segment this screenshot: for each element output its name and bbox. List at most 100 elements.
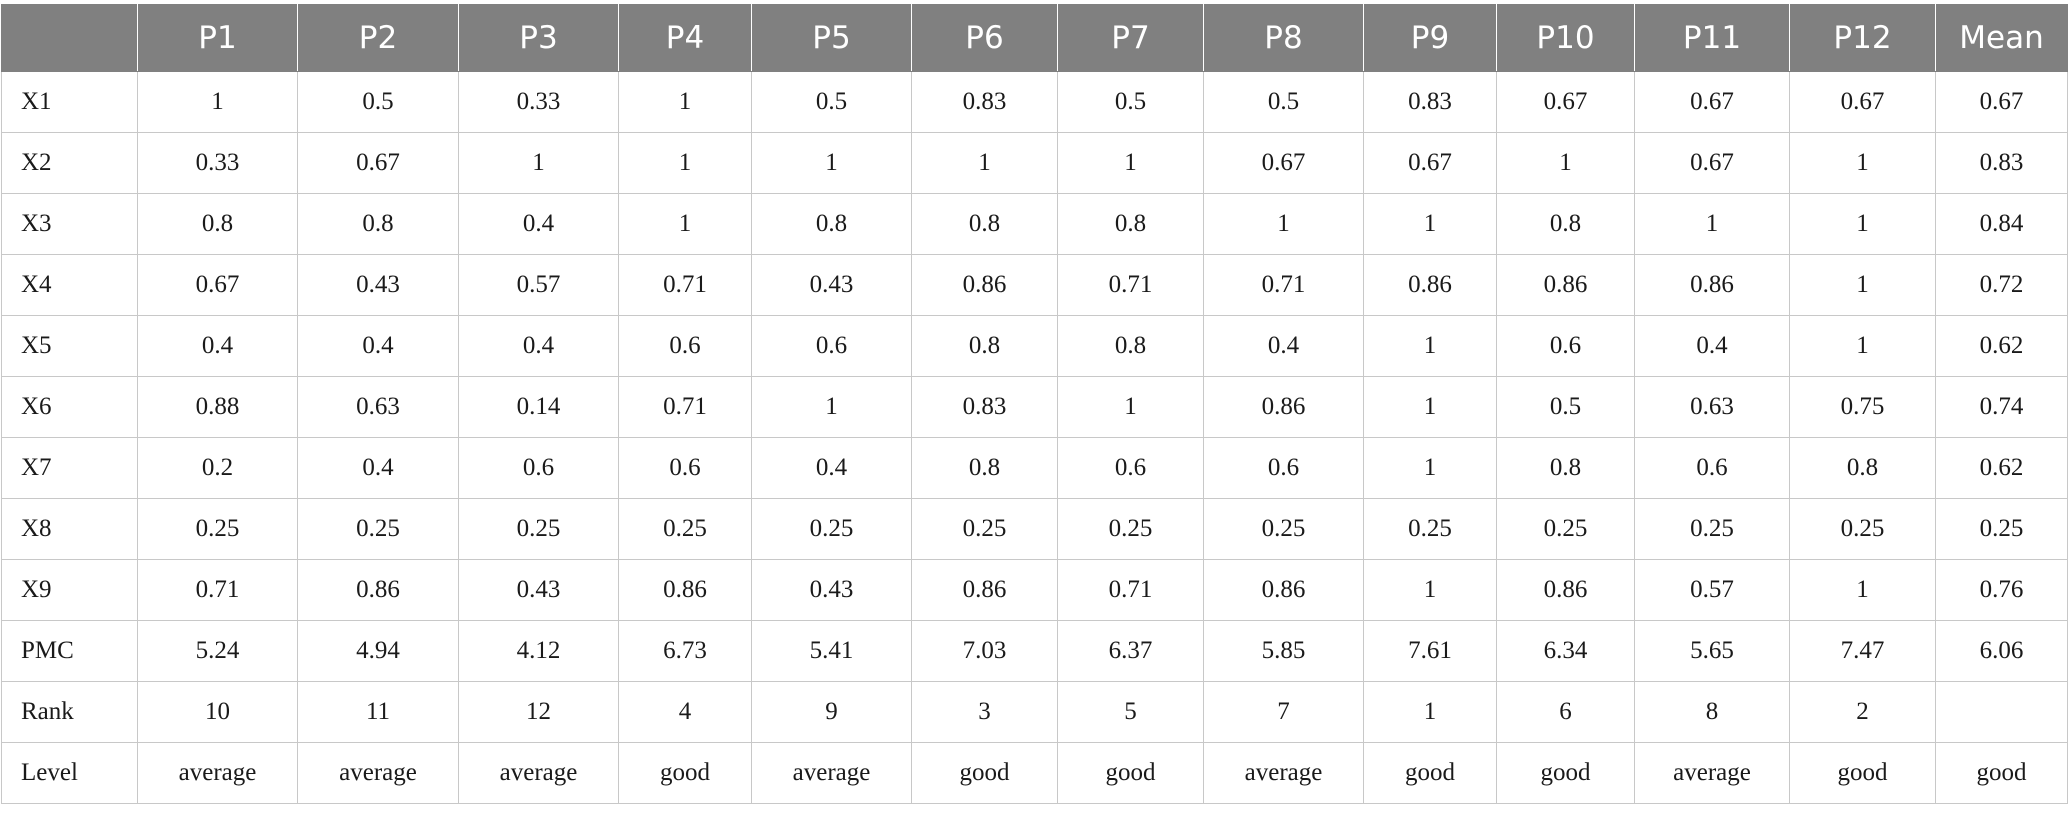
table-cell: 0.57 — [1634, 559, 1790, 621]
table-cell: 1 — [1789, 132, 1936, 194]
table-cell: 0.4 — [458, 193, 619, 255]
table-cell: average — [297, 742, 459, 804]
table-cell: 0.83 — [1935, 132, 2068, 194]
table-cell: 0.67 — [1496, 71, 1635, 133]
table-cell: 0.88 — [137, 376, 298, 438]
row-label: X5 — [1, 315, 138, 377]
table-cell: 7 — [1203, 681, 1364, 743]
table-cell: 1 — [1496, 132, 1635, 194]
table-cell: 0.67 — [1634, 71, 1790, 133]
table-row: PMC 5.24 4.94 4.12 6.73 5.41 7.03 6.37 5.85 7.61 6… — [1, 620, 2068, 682]
table-cell: 5.85 — [1203, 620, 1364, 682]
table-cell: average — [751, 742, 912, 804]
column-header-p1: P1 — [137, 4, 298, 72]
table-cell: 8 — [1634, 681, 1790, 743]
table-cell: 0.86 — [297, 559, 459, 621]
table-cell: 0.71 — [618, 376, 752, 438]
table-cell: 10 — [137, 681, 298, 743]
table-cell: 0.4 — [297, 315, 459, 377]
table-cell: average — [1634, 742, 1790, 804]
row-label: X7 — [1, 437, 138, 499]
table-cell: 0.67 — [1789, 71, 1936, 133]
table-cell: 1 — [1789, 559, 1936, 621]
table-cell: 0.8 — [137, 193, 298, 255]
table-cell: 1 — [618, 71, 752, 133]
table-cell: 0.72 — [1935, 254, 2068, 316]
table-cell: 1 — [1203, 193, 1364, 255]
table-cell: 0.25 — [1203, 498, 1364, 560]
table-cell: average — [458, 742, 619, 804]
table-cell: 0.71 — [1057, 559, 1204, 621]
table-cell: 1 — [1363, 376, 1497, 438]
table-cell: 0.33 — [458, 71, 619, 133]
table-cell: 0.43 — [297, 254, 459, 316]
table-cell: 1 — [618, 193, 752, 255]
table-cell: 0.43 — [458, 559, 619, 621]
table-cell: 0.5 — [297, 71, 459, 133]
table-cell: 12 — [458, 681, 619, 743]
column-header-p9: P9 — [1363, 4, 1497, 72]
table-cell: 1 — [1057, 376, 1204, 438]
table-cell: 0.71 — [618, 254, 752, 316]
row-label: Rank — [1, 681, 138, 743]
column-header-p8: P8 — [1203, 4, 1364, 72]
row-label: X8 — [1, 498, 138, 560]
table-cell: 0.86 — [911, 559, 1058, 621]
table-cell: 0.25 — [1363, 498, 1497, 560]
table-cell: 0.8 — [1057, 193, 1204, 255]
table-cell: average — [1203, 742, 1364, 804]
table-cell: 0.63 — [1634, 376, 1790, 438]
table-cell: 0.6 — [1496, 315, 1635, 377]
table-row: X9 0.71 0.86 0.43 0.86 0.43 0.86 0.71 0.86 1 0.86 0… — [1, 559, 2068, 621]
row-label: PMC — [1, 620, 138, 682]
column-header-p7: P7 — [1057, 4, 1204, 72]
row-label: Level — [1, 742, 138, 804]
table-cell: average — [137, 742, 298, 804]
table-cell: 1 — [911, 132, 1058, 194]
table-cell: 0.6 — [618, 437, 752, 499]
table-cell: 0.86 — [618, 559, 752, 621]
table-cell: 0.76 — [1935, 559, 2068, 621]
table-cell: 0.8 — [297, 193, 459, 255]
table-cell: 0.25 — [1057, 498, 1204, 560]
table-cell: 0.83 — [1363, 71, 1497, 133]
row-label: X4 — [1, 254, 138, 316]
column-header-p10: P10 — [1496, 4, 1635, 72]
table-row: X3 0.8 0.8 0.4 1 0.8 0.8 0.8 1 1 0.8 1 1 0.84 — [1, 193, 2068, 255]
table-cell: 0.6 — [618, 315, 752, 377]
table-cell: 0.25 — [751, 498, 912, 560]
table-cell: 0.71 — [137, 559, 298, 621]
row-label: X2 — [1, 132, 138, 194]
row-label: X1 — [1, 71, 138, 133]
table-cell: 0.25 — [297, 498, 459, 560]
table-cell: 7.03 — [911, 620, 1058, 682]
table-cell: 0.8 — [911, 315, 1058, 377]
table-cell: 4.94 — [297, 620, 459, 682]
table-cell: 5.24 — [137, 620, 298, 682]
table-cell: 7.47 — [1789, 620, 1936, 682]
table-cell: 0.5 — [1496, 376, 1635, 438]
table-cell: 0.2 — [137, 437, 298, 499]
table-cell: 0.8 — [1496, 437, 1635, 499]
table-row: Level average average average good average goo… — [1, 742, 2068, 804]
table-cell: good — [1496, 742, 1635, 804]
table-cell: 7.61 — [1363, 620, 1497, 682]
table-cell: 1 — [751, 376, 912, 438]
table-cell: 1 — [1363, 315, 1497, 377]
table-cell: 0.62 — [1935, 315, 2068, 377]
table-cell: 0.67 — [137, 254, 298, 316]
table-cell: 0.75 — [1789, 376, 1936, 438]
table-cell: 1 — [1057, 132, 1204, 194]
table-cell: 1 — [1363, 193, 1497, 255]
table-cell: 0.8 — [751, 193, 912, 255]
table-cell: 0.86 — [1496, 254, 1635, 316]
table-cell: 0.8 — [1057, 315, 1204, 377]
table-cell: 6.34 — [1496, 620, 1635, 682]
table-cell: 0.86 — [1634, 254, 1790, 316]
table-row: X5 0.4 0.4 0.4 0.6 0.6 0.8 0.8 0.4 1 0.6 0.4 1 0.62 — [1, 315, 2068, 377]
table-body: X1 1 0.5 0.33 1 0.5 0.83 0.5 0.5 0.83 0.67 0.67 0.67… — [1, 71, 2068, 804]
table-cell: good — [618, 742, 752, 804]
table-cell: 1 — [137, 71, 298, 133]
table-cell: 1 — [458, 132, 619, 194]
table-cell: 6.73 — [618, 620, 752, 682]
